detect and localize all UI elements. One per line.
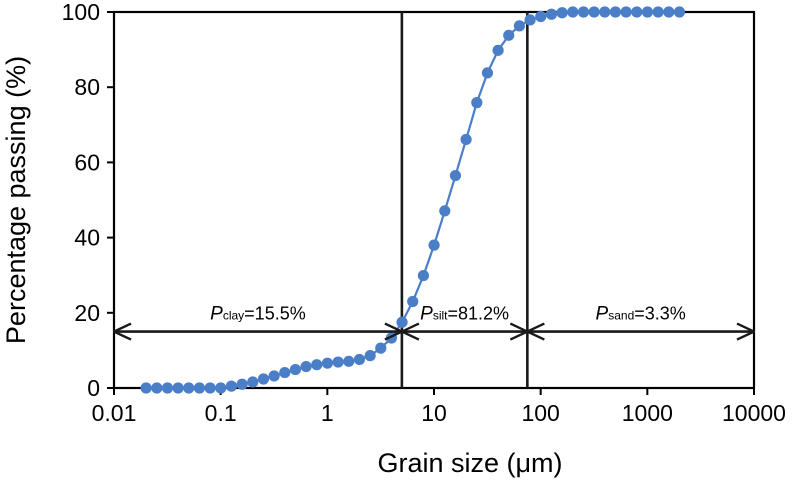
- data-point: [599, 6, 611, 18]
- y-tick-label: 80: [74, 74, 100, 100]
- data-point: [396, 316, 408, 328]
- data-point: [289, 363, 302, 376]
- region-label-value: =81.2%: [448, 304, 510, 324]
- data-point: [503, 29, 515, 41]
- data-point: [385, 332, 398, 344]
- region-label-value: =15.5%: [244, 304, 306, 324]
- data-point: [492, 44, 504, 56]
- data-point: [545, 8, 558, 20]
- x-tick-label: 0.01: [92, 400, 137, 426]
- labels: Pclay=15.5% Psilt=81.2% Psand=3.3%: [210, 304, 686, 325]
- region-label-symbol: P: [420, 304, 433, 325]
- y-tick-label: 60: [74, 149, 100, 175]
- x-tick-label: 10000: [722, 400, 786, 426]
- region-label-value: =3.3%: [634, 304, 686, 324]
- data-point: [183, 382, 195, 394]
- data-point: [353, 353, 366, 366]
- data-point: [631, 6, 643, 18]
- data-point: [471, 97, 483, 109]
- data-point: [417, 269, 430, 282]
- data-point: [375, 342, 387, 354]
- data-point: [460, 133, 472, 146]
- data-point: [332, 356, 344, 368]
- region-label-symbol: P: [596, 304, 609, 325]
- region-label-subscript: clay: [223, 309, 244, 323]
- data-point: [204, 382, 216, 394]
- data-point: [652, 6, 664, 18]
- data-point: [172, 382, 184, 394]
- data-point: [300, 360, 312, 373]
- x-axis-title: Grain size (μm): [377, 448, 562, 478]
- data-point: [620, 6, 632, 18]
- data-point: [151, 382, 163, 394]
- data-point: [481, 67, 494, 79]
- x-tick-label: 100: [521, 400, 559, 426]
- data-point: [364, 350, 376, 362]
- data-point: [428, 239, 440, 251]
- data-point: [193, 382, 206, 394]
- region-label: Pclay=15.5%: [210, 304, 306, 325]
- data-point: [343, 355, 355, 367]
- data-point: [556, 7, 568, 19]
- x-tick-label: 10: [421, 400, 447, 426]
- data-point: [567, 6, 579, 18]
- data-point: [257, 373, 270, 385]
- x-tick-label: 0.1: [205, 400, 237, 426]
- data-point: [311, 359, 323, 371]
- data-point: [663, 6, 675, 18]
- data-point: [279, 366, 291, 379]
- data-point: [641, 6, 654, 18]
- data-point: [609, 6, 622, 18]
- region-label: Psand=3.3%: [596, 304, 686, 325]
- y-axis-title: Percentage passing (%): [1, 56, 31, 344]
- x-tick-label: 1000: [622, 400, 673, 426]
- y-tick-label: 0: [87, 375, 100, 401]
- data-point: [247, 376, 259, 388]
- y-tick-label: 40: [74, 225, 100, 251]
- y-tick-label: 20: [74, 300, 100, 326]
- data-point: [673, 6, 686, 18]
- data-point: [140, 382, 152, 394]
- data-point: [321, 357, 334, 369]
- data-point: [439, 205, 451, 217]
- data-point: [535, 10, 547, 23]
- data-point: [268, 370, 280, 382]
- data-point: [161, 382, 174, 394]
- region-label-subscript: silt: [433, 309, 448, 323]
- data-point: [225, 380, 238, 392]
- data-point: [407, 295, 419, 308]
- x-tick-label: 1: [321, 400, 334, 426]
- region-label: Psilt=81.2%: [420, 304, 509, 325]
- data-point: [449, 169, 462, 182]
- region-label-subscript: sand: [608, 309, 634, 323]
- y-tick-label: 100: [62, 0, 100, 25]
- region-label-symbol: P: [210, 304, 223, 325]
- data-point: [588, 6, 600, 18]
- data-point: [215, 382, 227, 394]
- data-series: [140, 6, 686, 394]
- axis-ticks: 0.01 0.1 1 10 100 1000 10000 0 20 40 60 80 100: [62, 0, 786, 426]
- data-point: [524, 14, 536, 26]
- data-point: [513, 20, 526, 32]
- data-point: [236, 378, 248, 390]
- data-point: [577, 6, 590, 18]
